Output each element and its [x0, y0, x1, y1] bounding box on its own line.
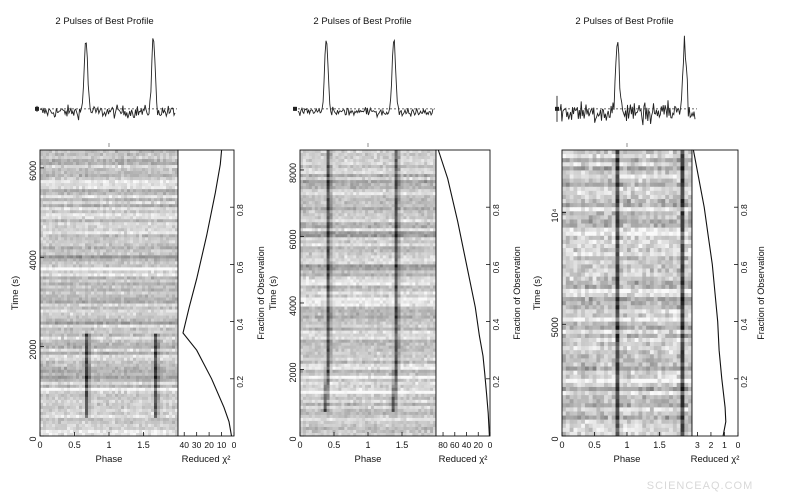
fraction-tick-label: 0.8 — [491, 204, 501, 216]
phase-tick-label: 0 — [297, 440, 302, 450]
pulse-profile-line — [39, 38, 176, 121]
error-bar-marker — [293, 106, 297, 111]
phase-tick-label: 1.5 — [396, 440, 409, 450]
profile-title: 2 Pulses of Best Profile — [55, 16, 153, 27]
y-axis-label: Time (s) — [532, 276, 543, 310]
phase-tick-label: 1.5 — [137, 440, 150, 450]
x-axis-label: Phase — [614, 454, 641, 465]
phase-tick-label: 1 — [106, 440, 111, 450]
fraction-tick-label: 0.2 — [235, 376, 245, 388]
time-tick-label: 5000 — [550, 317, 560, 337]
phase-tick-label: 0.5 — [68, 440, 81, 450]
chi-axis-label: Reduced χ² — [691, 454, 740, 465]
chi-tick-label: 20 — [204, 440, 214, 450]
right-axis-label: Fraction of Observation — [756, 246, 766, 340]
panel-2: 2 Pulses of Best Profile0200040006000800… — [268, 16, 522, 465]
chi-tick-label: 0 — [488, 440, 493, 450]
watermark: SCIENCEAQ.COM — [647, 480, 754, 492]
fraction-tick-label: 0.6 — [235, 261, 245, 273]
y-axis-label: Time (s) — [268, 276, 279, 310]
fraction-tick-label: 0.4 — [739, 318, 749, 330]
time-tick-label: 0 — [288, 436, 298, 441]
chi-axis-label: Reduced χ² — [439, 454, 488, 465]
fraction-tick-label: 0.8 — [235, 204, 245, 216]
phase-tick-label: 1 — [365, 440, 370, 450]
time-tick-label: 0 — [550, 436, 560, 441]
chi-square-curve — [182, 149, 233, 437]
time-tick-label: 6000 — [288, 229, 298, 249]
chi-tick-label: 0 — [736, 440, 741, 450]
chi-tick-label: 2 — [709, 440, 714, 450]
phase-tick-label: 1.5 — [653, 440, 666, 450]
chi-tick-label: 60 — [450, 440, 460, 450]
y-axis-label: Time (s) — [10, 276, 21, 310]
fraction-tick-label: 0.8 — [739, 204, 749, 216]
chi-tick-label: 80 — [438, 440, 448, 450]
x-axis-label: Phase — [96, 454, 123, 465]
pulse-profile-line — [559, 35, 696, 126]
pulse-profile-line — [297, 38, 434, 119]
chi-square-frame — [177, 149, 235, 437]
x-axis-label: Phase — [355, 454, 382, 465]
chi-tick-label: 0 — [232, 440, 237, 450]
chi-tick-label: 20 — [474, 440, 484, 450]
greyscale-plot — [40, 150, 179, 437]
time-tick-label: 8000 — [288, 163, 298, 183]
fraction-tick-label: 0.4 — [491, 318, 501, 330]
chi-axis-label: Reduced χ² — [182, 454, 231, 465]
profile-title: 2 Pulses of Best Profile — [575, 16, 673, 27]
fraction-tick-label: 0.2 — [491, 376, 501, 388]
right-axis-label: Fraction of Observation — [512, 246, 522, 340]
chi-tick-label: 30 — [192, 440, 202, 450]
error-bar-marker — [35, 106, 39, 111]
chi-tick-label: 3 — [695, 440, 700, 450]
profile-title: 2 Pulses of Best Profile — [313, 16, 411, 27]
error-bar-marker — [555, 106, 559, 111]
phase-tick-label: 0 — [559, 440, 564, 450]
fraction-tick-label: 0.2 — [739, 376, 749, 388]
greyscale-plot — [562, 150, 693, 437]
chi-tick-label: 1 — [722, 440, 727, 450]
right-axis-label: Fraction of Observation — [256, 246, 266, 340]
chi-tick-label: 40 — [179, 440, 189, 450]
chi-square-curve — [437, 149, 490, 437]
phase-tick-label: 0.5 — [328, 440, 341, 450]
chi-square-curve — [692, 149, 727, 437]
fraction-tick-label: 0.6 — [739, 261, 749, 273]
phase-tick-label: 1 — [624, 440, 629, 450]
chi-tick-label: 40 — [462, 440, 472, 450]
phase-tick-label: 0.5 — [588, 440, 601, 450]
greyscale-plot — [300, 150, 437, 437]
time-tick-label: 0 — [28, 436, 38, 441]
time-tick-label: 10⁴ — [550, 208, 560, 222]
fraction-tick-label: 0.4 — [235, 318, 245, 330]
chi-square-frame — [435, 149, 491, 437]
fraction-tick-label: 0.6 — [491, 261, 501, 273]
time-tick-label: 4000 — [28, 250, 38, 270]
panel-3: 2 Pulses of Best Profile 0 5000 10⁴ Time (s)… — [532, 16, 766, 465]
chi-tick-label: 10 — [217, 440, 227, 450]
panel-1: 2 Pulses of Best Profile0200040006000Tim… — [10, 16, 266, 465]
phase-tick-label: 0 — [37, 440, 42, 450]
time-tick-label: 2000 — [28, 340, 38, 360]
time-tick-label: 6000 — [28, 161, 38, 181]
time-tick-label: 2000 — [288, 362, 298, 382]
time-tick-label: 4000 — [288, 296, 298, 316]
